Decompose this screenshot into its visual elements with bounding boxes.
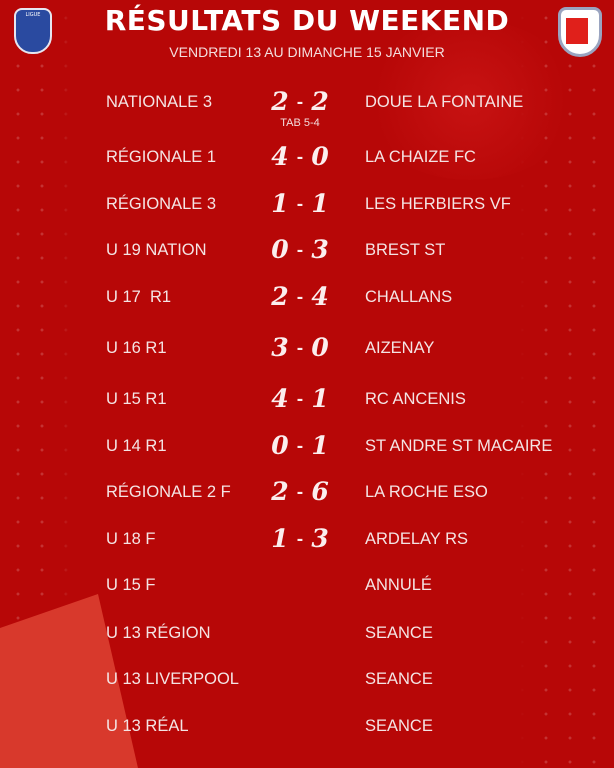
opponent-label: SEANCE bbox=[365, 717, 433, 735]
opponent-label: DOUE LA FONTAINE bbox=[365, 93, 524, 111]
away-score: 0 bbox=[311, 142, 329, 171]
category-label: NATIONALE 3 bbox=[106, 93, 213, 111]
category-label: U 14 R1 bbox=[106, 437, 167, 455]
result-row: U 14 R1 0-1 ST ANDRE ST MACAIRE bbox=[0, 431, 614, 461]
opponent-label: RC ANCENIS bbox=[365, 390, 466, 408]
away-score: 6 bbox=[311, 477, 329, 506]
category-label: U 15 R1 bbox=[106, 390, 167, 408]
score-separator: - bbox=[296, 529, 304, 548]
score-separator: - bbox=[296, 389, 304, 408]
score-separator: - bbox=[296, 92, 304, 111]
score: 4-1 bbox=[262, 384, 338, 413]
category-label: U 17 R1 bbox=[106, 288, 172, 306]
away-score: 1 bbox=[311, 189, 329, 218]
score-separator: - bbox=[296, 436, 304, 455]
opponent-label: ANNULÉ bbox=[365, 576, 432, 594]
score-separator: - bbox=[296, 287, 304, 306]
opponent-label: LES HERBIERS VF bbox=[365, 195, 511, 213]
result-row: U 18 F 1-3 ARDELAY RS bbox=[0, 524, 614, 554]
score: 1-3 bbox=[262, 524, 338, 553]
opponent-label: SEANCE bbox=[365, 624, 433, 642]
category-label: U 16 R1 bbox=[106, 339, 167, 357]
ligue-logo-text: LIGUE bbox=[25, 12, 41, 18]
category-label: U 19 NATION bbox=[106, 241, 207, 259]
result-row: U 17 R1 2-4 CHALLANS bbox=[0, 282, 614, 312]
club-logo bbox=[558, 7, 602, 57]
category-label: U 18 F bbox=[106, 530, 156, 548]
score: 1-1 bbox=[262, 189, 338, 218]
result-row: U 13 LIVERPOOL SEANCE bbox=[0, 664, 614, 694]
category-label: U 15 F bbox=[106, 576, 156, 594]
opponent-label: CHALLANS bbox=[365, 288, 453, 306]
category-label: U 13 RÉGION bbox=[106, 624, 211, 642]
score-separator: - bbox=[296, 240, 304, 259]
score: 4-0 bbox=[262, 142, 338, 171]
away-score: 2 bbox=[311, 87, 329, 116]
opponent-label: SEANCE bbox=[365, 670, 433, 688]
score: 2-2 bbox=[262, 87, 338, 116]
category-label: U 13 RÉAL bbox=[106, 717, 189, 735]
date-range: VENDREDI 13 AU DIMANCHE 15 JANVIER bbox=[169, 44, 445, 60]
score-separator: - bbox=[296, 147, 304, 166]
opponent-label: LA CHAIZE FC bbox=[365, 148, 476, 166]
home-score: 4 bbox=[271, 142, 289, 171]
score: 2-6 bbox=[262, 477, 338, 506]
score: 3-0 bbox=[262, 333, 338, 362]
category-label: RÉGIONALE 1 bbox=[106, 148, 217, 166]
score: 2-4 bbox=[262, 282, 338, 311]
result-row: U 13 RÉGION SEANCE bbox=[0, 618, 614, 648]
penalty-note: TAB 5-4 bbox=[280, 117, 320, 129]
away-score: 3 bbox=[311, 235, 329, 264]
paint-splash bbox=[360, 20, 580, 180]
away-score: 4 bbox=[311, 282, 329, 311]
result-row: RÉGIONALE 1 4-0 LA CHAIZE FC bbox=[0, 142, 614, 172]
home-score: 3 bbox=[271, 333, 289, 362]
category-label: U 13 LIVERPOOL bbox=[106, 670, 239, 688]
home-score: 1 bbox=[271, 524, 289, 553]
score-separator: - bbox=[296, 194, 304, 213]
away-score: 3 bbox=[311, 524, 329, 553]
opponent-label: ARDELAY RS bbox=[365, 530, 469, 548]
page-title: RÉSULTATS DU WEEKEND bbox=[104, 4, 510, 37]
home-score: 2 bbox=[271, 87, 289, 116]
category-label: RÉGIONALE 2 F bbox=[106, 483, 231, 501]
score-separator: - bbox=[296, 338, 304, 357]
result-row: U 15 F ANNULÉ bbox=[0, 570, 614, 600]
score: 0-1 bbox=[262, 431, 338, 460]
result-row: U 16 R1 3-0 AIZENAY bbox=[0, 333, 614, 363]
result-row: U 13 RÉAL SEANCE bbox=[0, 711, 614, 741]
score-separator: - bbox=[296, 482, 304, 501]
away-score: 0 bbox=[311, 333, 329, 362]
opponent-label: LA ROCHE ESO bbox=[365, 483, 488, 501]
home-score: 2 bbox=[271, 477, 289, 506]
score: 0-3 bbox=[262, 235, 338, 264]
category-label: RÉGIONALE 3 bbox=[106, 195, 217, 213]
result-row: NATIONALE 3 2-2 DOUE LA FONTAINE bbox=[0, 87, 614, 117]
opponent-label: BREST ST bbox=[365, 241, 446, 259]
away-score: 1 bbox=[311, 384, 329, 413]
home-score: 1 bbox=[271, 189, 289, 218]
home-score: 0 bbox=[271, 235, 289, 264]
away-score: 1 bbox=[311, 431, 329, 460]
opponent-label: AIZENAY bbox=[365, 339, 435, 357]
result-row: RÉGIONALE 2 F 2-6 LA ROCHE ESO bbox=[0, 477, 614, 507]
result-row: RÉGIONALE 3 1-1 LES HERBIERS VF bbox=[0, 189, 614, 219]
ligue-logo: LIGUE bbox=[14, 8, 52, 54]
result-row: U 19 NATION 0-3 BREST ST bbox=[0, 235, 614, 265]
home-score: 4 bbox=[271, 384, 289, 413]
opponent-label: ST ANDRE ST MACAIRE bbox=[365, 437, 553, 455]
home-score: 2 bbox=[271, 282, 289, 311]
result-row: U 15 R1 4-1 RC ANCENIS bbox=[0, 384, 614, 414]
home-score: 0 bbox=[271, 431, 289, 460]
